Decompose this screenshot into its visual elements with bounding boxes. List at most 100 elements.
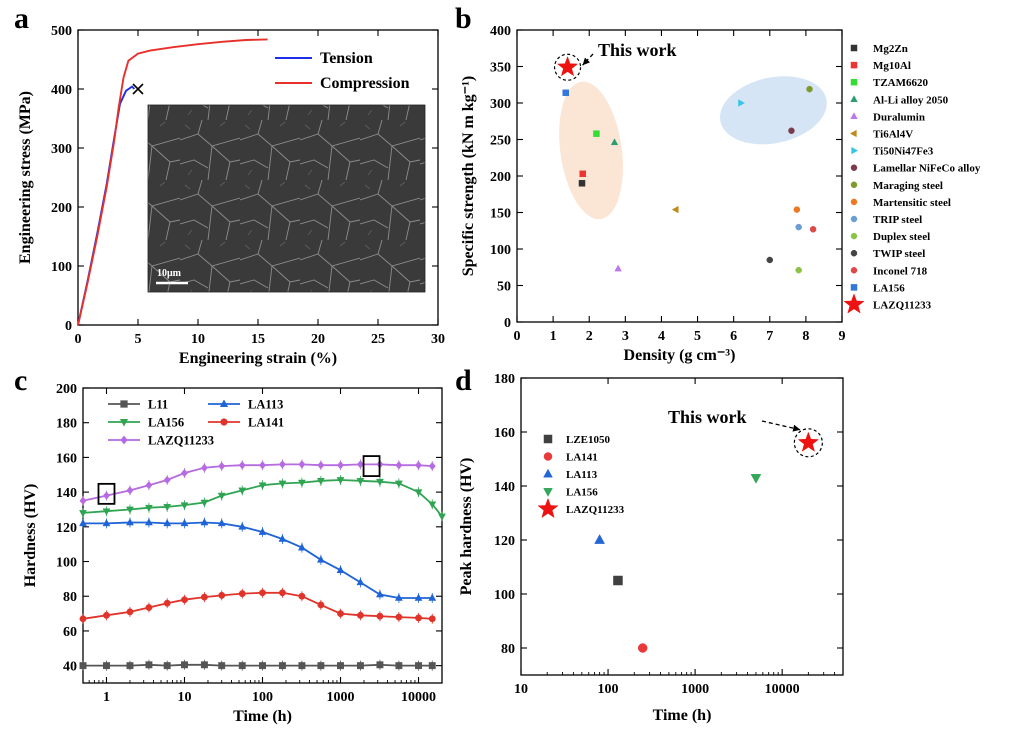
- data-point-ti50ni47fe3: [738, 99, 746, 107]
- y-tick-label: 100: [490, 243, 511, 258]
- data-point-martensitic-steel: [793, 206, 801, 213]
- x-axis-title: Density (g cm⁻³): [624, 347, 736, 364]
- legend-label-mg2zn: Mg2Zn: [873, 43, 908, 55]
- legend-label-tension: Tension: [320, 50, 373, 67]
- legend-label-twip-steel: TWIP steel: [873, 248, 925, 260]
- y-tick-label: 200: [490, 170, 511, 185]
- legend-marker-la156: [543, 488, 553, 497]
- legend-label-lze1050: LZE1050: [566, 434, 611, 446]
- y-tick-label: 120: [56, 521, 77, 536]
- panel-letter-b: b: [455, 2, 472, 35]
- x-tick-label: 100: [598, 682, 619, 697]
- legend-label-lamellar-nifeco-alloy: Lamellar NiFeCo alloy: [873, 163, 981, 175]
- y-tick-label: 140: [494, 480, 515, 495]
- legend-label-lazq11233: LAZQ11233: [873, 300, 932, 312]
- legend-label-duplex-steel: Duplex steel: [873, 231, 930, 243]
- x-tick-label: 10000: [765, 682, 800, 697]
- x-tick-label: 9: [839, 329, 846, 344]
- legend-marker-ti6al4v: [849, 129, 857, 138]
- light-alloy-region: [559, 81, 623, 220]
- y-tick-label: 140: [56, 486, 77, 501]
- x-tick-label: 8: [802, 329, 809, 344]
- arrow-head: [792, 424, 801, 432]
- y-tick-label: 200: [51, 201, 72, 216]
- x-tick-label: 20: [311, 332, 325, 347]
- data-point-duplex-steel: [795, 266, 802, 274]
- legend-label-compression: Compression: [320, 75, 410, 92]
- x-axis-title: Time (h): [233, 708, 292, 725]
- y-tick-label: 350: [490, 61, 511, 76]
- legend-label-la141: LA141: [248, 416, 284, 430]
- x-tick-label: 10: [191, 332, 205, 347]
- legend-marker-duralumin: [850, 112, 858, 120]
- legend-label-maraging-steel: Maraging steel: [873, 180, 943, 192]
- legend-label-la156: LA156: [873, 282, 905, 294]
- x-tick-label: 6: [730, 329, 737, 344]
- legend-label-tzam6620: TZAM6620: [873, 77, 929, 89]
- legend-marker-lamellar-nifeco-alloy: [850, 164, 858, 171]
- y-tick-label: 400: [51, 83, 72, 98]
- legend-label-la156: LA156: [566, 487, 598, 499]
- y-tick-label: 80: [63, 590, 77, 605]
- data-point-mg10al: [579, 170, 586, 178]
- arrow-head: [582, 57, 591, 66]
- legend-label-ti6al4v: Ti6Al4V: [873, 129, 913, 141]
- legend-marker-ti50ni47fe3: [851, 146, 859, 155]
- data-point-trip-steel: [795, 223, 802, 231]
- panel-letter-c: c: [14, 364, 27, 397]
- panel-a: a0 5 10 15 20 25 300100200300400500Engineering…: [14, 2, 445, 367]
- y-tick-label: 500: [51, 24, 72, 39]
- x-axis-title: Time (h): [653, 707, 712, 724]
- y-tick-label: 0: [65, 319, 72, 334]
- highlight-box: [362, 455, 381, 477]
- data-point-ti6al4v: [671, 205, 679, 214]
- data-point-duralumin: [614, 264, 622, 272]
- series-line-compression: [77, 38, 268, 326]
- legend-label-l11: L11: [148, 398, 168, 412]
- y-axis-title: Peak hardness (HV): [458, 458, 475, 596]
- legend-marker-al-li-alloy-2050: [850, 95, 858, 102]
- y-tick-label: 200: [56, 382, 77, 397]
- legend-marker-martensitic-steel: [850, 198, 858, 206]
- x-tick-label: 2: [586, 329, 593, 344]
- legend-marker-mg10al: [850, 61, 858, 69]
- y-tick-label: 100: [494, 588, 515, 603]
- micrograph-image: [147, 104, 426, 293]
- this-work-label: This work: [668, 407, 747, 427]
- fracture-x-b: [132, 83, 144, 95]
- x-tick-label: 7: [766, 329, 773, 344]
- y-tick-label: 160: [494, 426, 515, 441]
- x-tick-label: 10: [177, 690, 191, 705]
- series-line-la113: [83, 521, 433, 599]
- legend-label-trip-steel: TRIP steel: [873, 214, 922, 226]
- legend-marker-la113: [543, 468, 553, 478]
- y-axis-title: Engineering stress (MPa): [17, 91, 34, 264]
- panel-letter-a: a: [14, 2, 29, 35]
- this-work-circle: [793, 428, 823, 458]
- x-axis-title: Engineering strain (%): [179, 350, 337, 367]
- legend-marker-duplex-steel: [850, 232, 858, 240]
- x-tick-label: 30: [431, 332, 445, 347]
- legend-marker-maraging-steel: [850, 181, 858, 189]
- legend-marker-la156: [119, 419, 129, 427]
- scale-bar-label: 10μm: [157, 268, 182, 279]
- legend-label-la113: LA113: [248, 398, 283, 412]
- legend-label-inconel-718: Inconel 718: [873, 265, 928, 277]
- y-tick-label: 80: [501, 642, 515, 657]
- panel-letter-d: d: [455, 364, 472, 397]
- legend-marker-tzam6620: [850, 78, 858, 86]
- y-axis-title: Specific strength (kN m kg⁻¹): [460, 76, 477, 277]
- legend-marker-l11: [120, 400, 128, 408]
- y-axis-title: Hardness (HV): [22, 484, 39, 588]
- legend-label-la113: LA113: [566, 469, 598, 481]
- legend-marker-trip-steel: [850, 215, 858, 223]
- legend-label-lazq11233: LAZQ11233: [566, 504, 625, 516]
- x-tick-label: 4: [658, 329, 665, 344]
- y-tick-label: 400: [490, 24, 511, 39]
- arrow-shaft: [582, 53, 594, 66]
- panel-c: c 1 10 100 1000 10000 40 60 80 100 120 140 160 180 200…: [14, 364, 446, 725]
- y-tick-label: 150: [490, 207, 511, 222]
- y-tick-label: 250: [490, 134, 511, 149]
- legend-marker-lazq11233: [843, 293, 865, 314]
- x-tick-label: 100: [252, 690, 273, 705]
